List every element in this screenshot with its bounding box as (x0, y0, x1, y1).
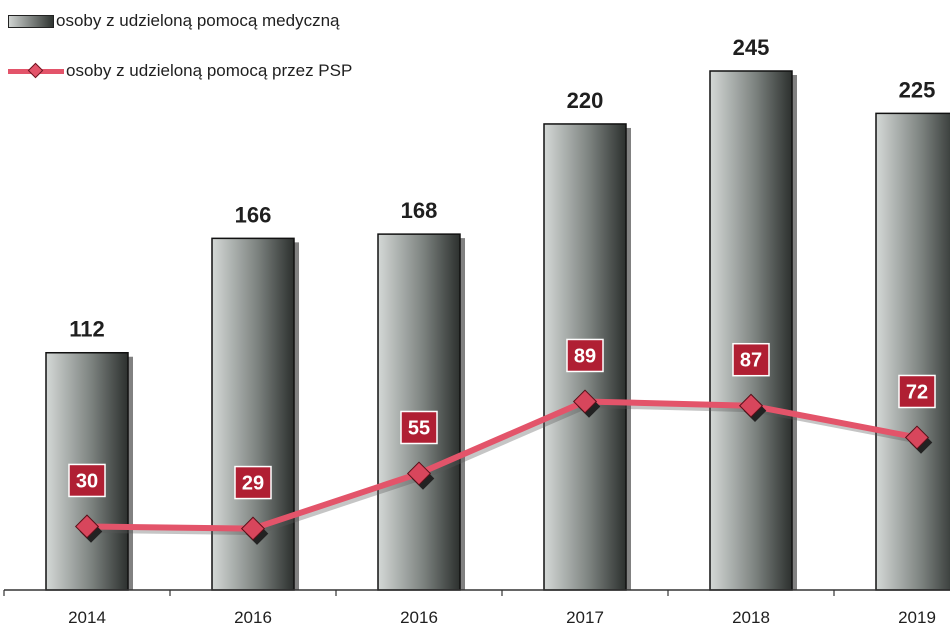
legend: osoby z udzieloną pomocą medyczną osoby … (8, 8, 352, 108)
psp-value-box (234, 465, 272, 500)
psp-value-box (566, 338, 604, 373)
bar-value-label: 112 (69, 317, 105, 342)
bar-value-label: 225 (899, 77, 936, 102)
category-label: 2017 (566, 608, 604, 627)
psp-marker (738, 393, 764, 418)
psp-value-label: 29 (242, 473, 264, 495)
bar-value-label: 245 (733, 35, 770, 60)
psp-value-label: 87 (740, 350, 762, 372)
psp-marker (904, 425, 930, 450)
bar-5 (875, 112, 950, 591)
legend-swatch-bar (8, 14, 54, 28)
bar-4 (709, 70, 793, 591)
psp-value-box (898, 374, 936, 409)
psp-value-box (68, 463, 106, 498)
legend-swatch-line (8, 62, 64, 79)
psp-value-label: 72 (906, 381, 928, 403)
psp-value-box (732, 342, 770, 377)
psp-marker (240, 516, 266, 541)
psp-marker (406, 461, 432, 486)
psp-marker (572, 389, 598, 414)
bar-value-label: 168 (401, 198, 438, 223)
legend-item-psp: osoby z udzieloną pomocą przez PSP (8, 58, 352, 84)
bar-value-label: 166 (235, 202, 272, 227)
psp-value-box (400, 410, 438, 445)
psp-value-label: 30 (76, 470, 98, 492)
bar-value-label: 220 (567, 88, 604, 113)
psp-marker (74, 514, 100, 539)
category-label: 2016 (400, 608, 438, 627)
category-label: 2019 (898, 608, 936, 627)
psp-value-label: 89 (574, 345, 596, 367)
category-label: 2016 (234, 608, 272, 627)
category-label: 2018 (732, 608, 770, 627)
psp-line-shadow (89, 402, 921, 536)
legend-label-medical: osoby z udzieloną pomocą medyczną (56, 11, 340, 30)
legend-item-medical: osoby z udzieloną pomocą medyczną (8, 8, 352, 34)
psp-value-label: 55 (408, 417, 430, 439)
legend-label-psp: osoby z udzieloną pomocą przez PSP (66, 61, 353, 80)
category-label: 2014 (68, 608, 106, 627)
psp-line (84, 398, 920, 532)
